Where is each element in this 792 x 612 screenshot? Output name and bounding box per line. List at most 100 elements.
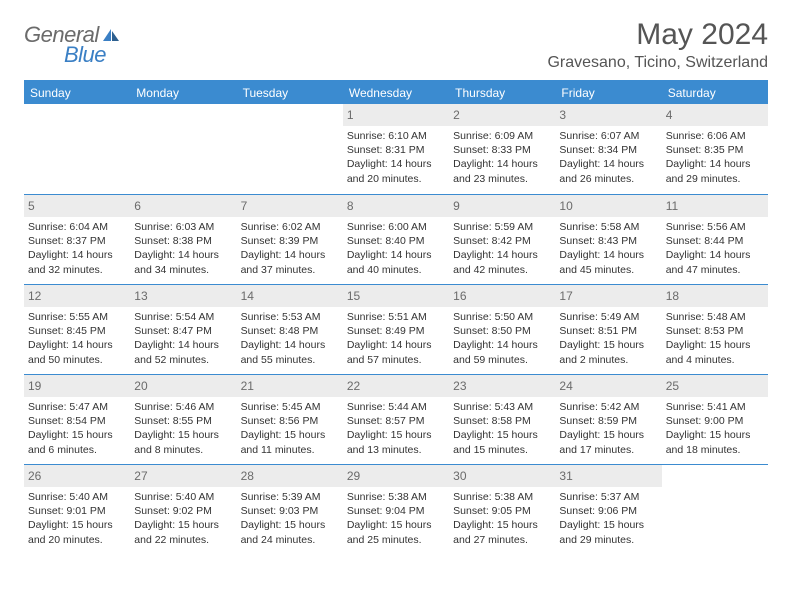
day-number-row: 17 — [555, 285, 661, 307]
daylight1-text: Daylight: 15 hours — [559, 518, 657, 532]
weekday-tuesday: Tuesday — [237, 82, 343, 104]
sunrise-text: Sunrise: 5:56 AM — [666, 220, 764, 234]
daylight2-text: and 47 minutes. — [666, 263, 764, 277]
calendar-cell: 2Sunrise: 6:09 AMSunset: 8:33 PMDaylight… — [449, 104, 555, 194]
day-number-row: 27 — [130, 465, 236, 487]
sunrise-text: Sunrise: 5:40 AM — [134, 490, 232, 504]
sunrise-text: Sunrise: 6:10 AM — [347, 129, 445, 143]
sunset-text: Sunset: 8:58 PM — [453, 414, 551, 428]
sunset-text: Sunset: 8:38 PM — [134, 234, 232, 248]
day-number: 9 — [453, 199, 460, 213]
day-number-row: 10 — [555, 195, 661, 217]
day-number-row: 28 — [237, 465, 343, 487]
daylight2-text: and 20 minutes. — [347, 172, 445, 186]
daylight1-text: Daylight: 15 hours — [241, 428, 339, 442]
sunset-text: Sunset: 8:59 PM — [559, 414, 657, 428]
day-number: 5 — [28, 199, 35, 213]
logo: General Blue — [24, 18, 121, 66]
sunrise-text: Sunrise: 5:45 AM — [241, 400, 339, 414]
sunrise-text: Sunrise: 5:48 AM — [666, 310, 764, 324]
sunset-text: Sunset: 9:00 PM — [666, 414, 764, 428]
calendar-cell: 19Sunrise: 5:47 AMSunset: 8:54 PMDayligh… — [24, 374, 130, 464]
daylight2-text: and 22 minutes. — [134, 533, 232, 547]
sunset-text: Sunset: 8:42 PM — [453, 234, 551, 248]
month-title: May 2024 — [547, 18, 768, 52]
daylight1-text: Daylight: 15 hours — [28, 518, 126, 532]
day-number: 18 — [666, 289, 679, 303]
sunset-text: Sunset: 8:51 PM — [559, 324, 657, 338]
weekday-wednesday: Wednesday — [343, 82, 449, 104]
daylight1-text: Daylight: 15 hours — [559, 338, 657, 352]
day-number: 3 — [559, 108, 566, 122]
sunrise-text: Sunrise: 6:00 AM — [347, 220, 445, 234]
day-number: 28 — [241, 469, 254, 483]
day-number: 7 — [241, 199, 248, 213]
daylight2-text: and 17 minutes. — [559, 443, 657, 457]
day-number-row: 4 — [662, 104, 768, 126]
weekday-header: Sunday Monday Tuesday Wednesday Thursday… — [24, 80, 768, 104]
daylight2-text: and 26 minutes. — [559, 172, 657, 186]
calendar-cell: 20Sunrise: 5:46 AMSunset: 8:55 PMDayligh… — [130, 374, 236, 464]
daylight1-text: Daylight: 15 hours — [134, 428, 232, 442]
calendar-cell: 26Sunrise: 5:40 AMSunset: 9:01 PMDayligh… — [24, 464, 130, 554]
day-number-row: 13 — [130, 285, 236, 307]
day-number-row: 19 — [24, 375, 130, 397]
daylight1-text: Daylight: 14 hours — [666, 248, 764, 262]
sunset-text: Sunset: 8:43 PM — [559, 234, 657, 248]
daylight2-text: and 50 minutes. — [28, 353, 126, 367]
calendar-cell: 4Sunrise: 6:06 AMSunset: 8:35 PMDaylight… — [662, 104, 768, 194]
calendar-cell: 28 Sunrise: 5:39 AMSunset: 9:03 PMDayligh… — [237, 464, 343, 554]
calendar-cell: 29Sunrise: 5:38 AMSunset: 9:04 PMDayligh… — [343, 464, 449, 554]
calendar-cell: 7Sunrise: 6:02 AMSunset: 8:39 PMDaylight… — [237, 194, 343, 284]
sunrise-text: Sunrise: 5:43 AM — [453, 400, 551, 414]
sunrise-text: Sunrise: 5:51 AM — [347, 310, 445, 324]
day-number: 23 — [453, 379, 466, 393]
sunset-text: Sunset: 8:34 PM — [559, 143, 657, 157]
day-number: 12 — [28, 289, 41, 303]
calendar-cell: 11Sunrise: 5:56 AMSunset: 8:44 PMDayligh… — [662, 194, 768, 284]
calendar-cell: 17Sunrise: 5:49 AMSunset: 8:51 PMDayligh… — [555, 284, 661, 374]
day-number-row: 22 — [343, 375, 449, 397]
sunrise-text: Sunrise: 5:44 AM — [347, 400, 445, 414]
daylight2-text: and 32 minutes. — [28, 263, 126, 277]
day-number-row: 24 — [555, 375, 661, 397]
daylight2-text: and 45 minutes. — [559, 263, 657, 277]
daylight1-text: Daylight: 15 hours — [347, 518, 445, 532]
sunset-text: Sunset: 8:55 PM — [134, 414, 232, 428]
day-number-row: 25 — [662, 375, 768, 397]
weekday-saturday: Saturday — [662, 82, 768, 104]
day-number: 8 — [347, 199, 354, 213]
day-number: 14 — [241, 289, 254, 303]
calendar-cell: 21Sunrise: 5:45 AMSunset: 8:56 PMDayligh… — [237, 374, 343, 464]
day-number-row: 6 — [130, 195, 236, 217]
day-number: 31 — [559, 469, 572, 483]
calendar-cell: 15Sunrise: 5:51 AMSunset: 8:49 PMDayligh… — [343, 284, 449, 374]
calendar-cell: 24Sunrise: 5:42 AMSunset: 8:59 PMDayligh… — [555, 374, 661, 464]
daylight2-text: and 59 minutes. — [453, 353, 551, 367]
sunrise-text: Sunrise: 5:39 AM — [241, 490, 339, 504]
calendar-cell — [662, 464, 768, 554]
daylight1-text: Daylight: 15 hours — [347, 428, 445, 442]
sunset-text: Sunset: 8:45 PM — [28, 324, 126, 338]
daylight2-text: and 57 minutes. — [347, 353, 445, 367]
day-number-row: 12 — [24, 285, 130, 307]
sunset-text: Sunset: 9:01 PM — [28, 504, 126, 518]
sunrise-text: Sunrise: 5:38 AM — [347, 490, 445, 504]
day-number: 22 — [347, 379, 360, 393]
sunrise-text: Sunrise: 5:42 AM — [559, 400, 657, 414]
sunset-text: Sunset: 8:57 PM — [347, 414, 445, 428]
sunset-text: Sunset: 9:03 PM — [241, 504, 339, 518]
daylight2-text: and 42 minutes. — [453, 263, 551, 277]
daylight1-text: Daylight: 15 hours — [28, 428, 126, 442]
daylight2-text: and 20 minutes. — [28, 533, 126, 547]
sunrise-text: Sunrise: 6:07 AM — [559, 129, 657, 143]
day-number: 4 — [666, 108, 673, 122]
day-number-row: 9 — [449, 195, 555, 217]
weekday-sunday: Sunday — [24, 82, 130, 104]
calendar-cell: 6Sunrise: 6:03 AMSunset: 8:38 PMDaylight… — [130, 194, 236, 284]
daylight2-text: and 8 minutes. — [134, 443, 232, 457]
daylight1-text: Daylight: 15 hours — [241, 518, 339, 532]
weekday-friday: Friday — [555, 82, 661, 104]
day-number-row: 3 — [555, 104, 661, 126]
daylight2-text: and 37 minutes. — [241, 263, 339, 277]
